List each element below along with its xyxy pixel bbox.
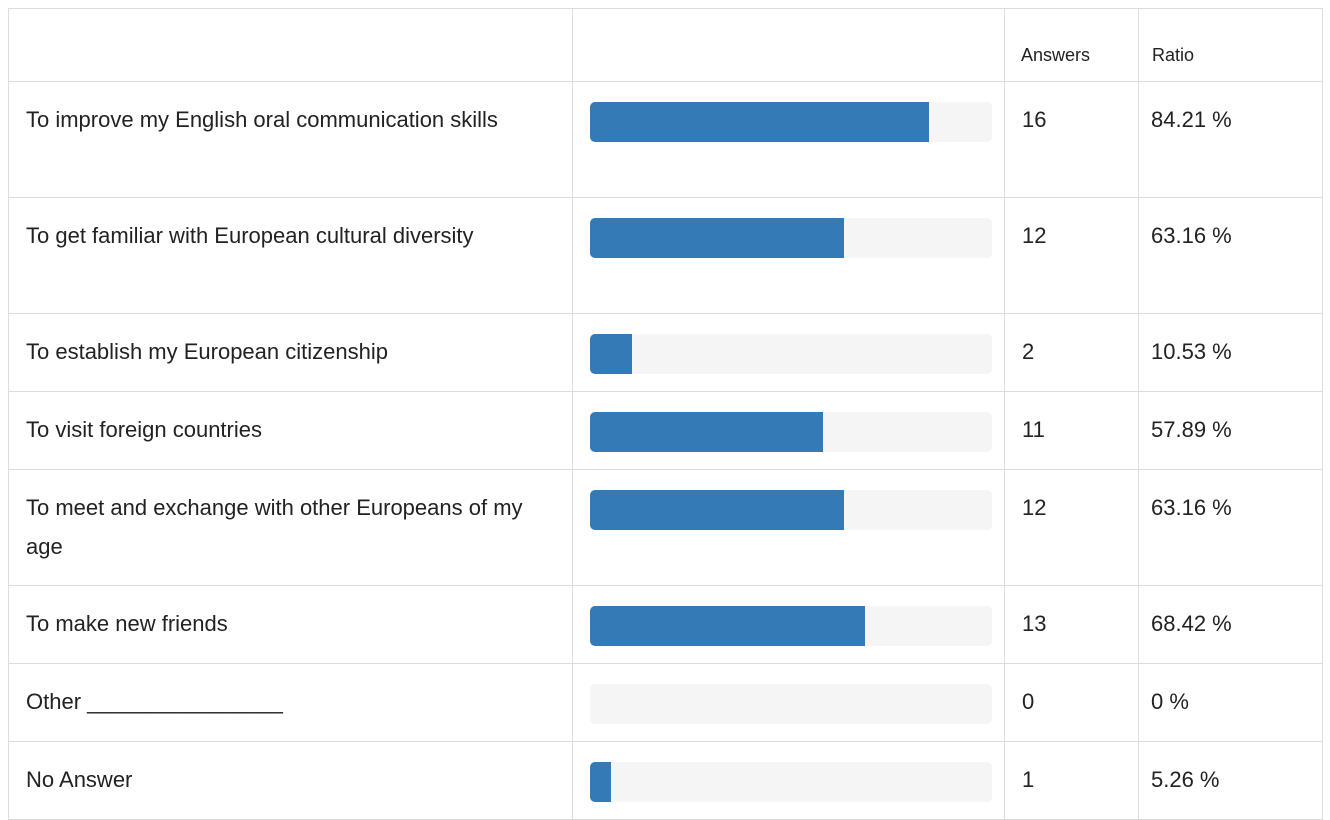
- ratio-value: 63.16 %: [1138, 197, 1323, 314]
- answers-value: 11: [1004, 391, 1139, 470]
- bar-fill: [590, 218, 844, 258]
- option-label: To establish my European citizenship: [8, 313, 573, 392]
- header-row: Answers Ratio: [8, 8, 1323, 82]
- bar-fill: [590, 334, 633, 374]
- ratio-value: 68.42 %: [1138, 585, 1323, 664]
- ratio-header: Ratio: [1138, 8, 1323, 82]
- table-row: To get familiar with European cultural d…: [8, 197, 1323, 314]
- bar-fill: [590, 606, 866, 646]
- table-row: To make new friends 13 68.42 %: [8, 585, 1323, 664]
- ratio-value: 57.89 %: [1138, 391, 1323, 470]
- option-label: To meet and exchange with other European…: [8, 469, 573, 586]
- answers-header: Answers: [1004, 8, 1139, 82]
- bar-track: [590, 762, 992, 802]
- table-row: Other ________________ 0 0 %: [8, 663, 1323, 742]
- answers-value: 12: [1004, 197, 1139, 314]
- bar-track: [590, 102, 992, 142]
- answers-value: 12: [1004, 469, 1139, 586]
- bar-track: [590, 218, 992, 258]
- bar-cell: [572, 585, 1005, 664]
- bar-cell: [572, 197, 1005, 314]
- bar-track: [590, 490, 992, 530]
- answers-value: 2: [1004, 313, 1139, 392]
- bar-fill: [590, 412, 823, 452]
- bar-cell: [572, 741, 1005, 820]
- bar-cell: [572, 663, 1005, 742]
- table-row: To visit foreign countries 11 57.89 %: [8, 391, 1323, 470]
- answers-value: 13: [1004, 585, 1139, 664]
- table-row: No Answer 1 5.26 %: [8, 741, 1323, 820]
- bar-cell: [572, 391, 1005, 470]
- header-bar-cell: [572, 8, 1005, 82]
- option-label: No Answer: [8, 741, 573, 820]
- results-table: Answers Ratio To improve my English oral…: [8, 8, 1323, 820]
- bar-fill: [590, 762, 612, 802]
- option-label: To visit foreign countries: [8, 391, 573, 470]
- option-label: Other ________________: [8, 663, 573, 742]
- answers-value: 0: [1004, 663, 1139, 742]
- option-label: To improve my English oral communication…: [8, 81, 573, 198]
- bar-track: [590, 412, 992, 452]
- answers-value: 1: [1004, 741, 1139, 820]
- bar-track: [590, 334, 992, 374]
- option-label: To get familiar with European cultural d…: [8, 197, 573, 314]
- bar-fill: [590, 490, 844, 530]
- ratio-value: 63.16 %: [1138, 469, 1323, 586]
- bar-cell: [572, 81, 1005, 198]
- bar-track: [590, 684, 992, 724]
- bar-cell: [572, 469, 1005, 586]
- table-row: To improve my English oral communication…: [8, 81, 1323, 198]
- option-label: To make new friends: [8, 585, 573, 664]
- ratio-value: 5.26 %: [1138, 741, 1323, 820]
- bar-track: [590, 606, 992, 646]
- ratio-value: 84.21 %: [1138, 81, 1323, 198]
- bar-fill: [590, 102, 929, 142]
- ratio-value: 0 %: [1138, 663, 1323, 742]
- table-row: To meet and exchange with other European…: [8, 469, 1323, 586]
- ratio-value: 10.53 %: [1138, 313, 1323, 392]
- table-row: To establish my European citizenship 2 1…: [8, 313, 1323, 392]
- header-option-cell: [8, 8, 573, 82]
- bar-cell: [572, 313, 1005, 392]
- answers-value: 16: [1004, 81, 1139, 198]
